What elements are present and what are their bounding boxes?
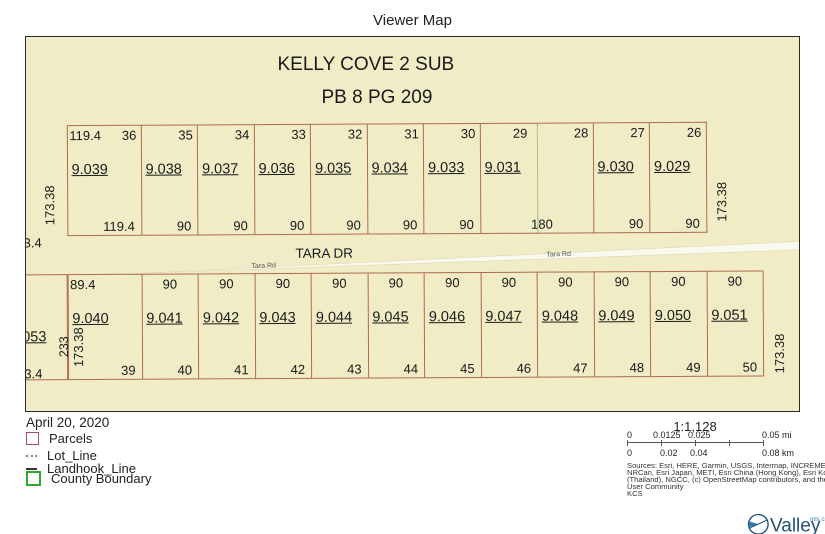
svg-text:mls.com: mls.com (810, 516, 825, 523)
svg-text:TARA DR: TARA DR (295, 246, 353, 261)
svg-text:Tara Rd: Tara Rd (546, 251, 571, 259)
svg-text:Tara Rd: Tara Rd (251, 262, 276, 270)
